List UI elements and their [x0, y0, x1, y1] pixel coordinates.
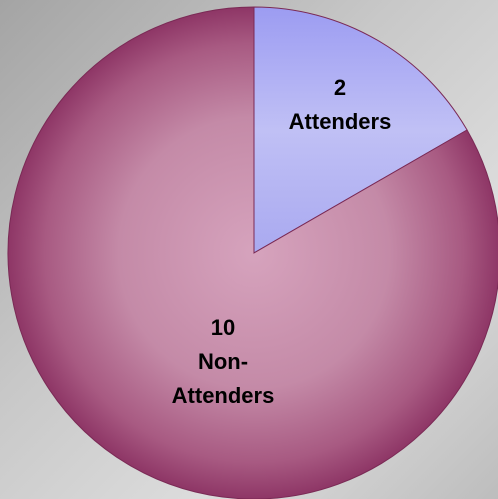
slice-category-label: Attenders — [289, 109, 392, 134]
pie-label-non-attenders: 10 Non- Attenders — [172, 315, 275, 408]
pie-labels: 2 Attenders 10 Non- Attenders — [172, 75, 392, 408]
slice-value-label: 10 — [211, 315, 235, 340]
slice-category-label: Attenders — [172, 383, 275, 408]
pie-slices — [7, 6, 498, 499]
pie-label-attenders: 2 Attenders — [289, 75, 392, 134]
slice-category-label: Non- — [198, 349, 248, 374]
pie-slice-attenders — [253, 6, 468, 254]
pie-slice-non-attenders — [7, 6, 498, 499]
slice-value-label: 2 — [334, 75, 346, 100]
